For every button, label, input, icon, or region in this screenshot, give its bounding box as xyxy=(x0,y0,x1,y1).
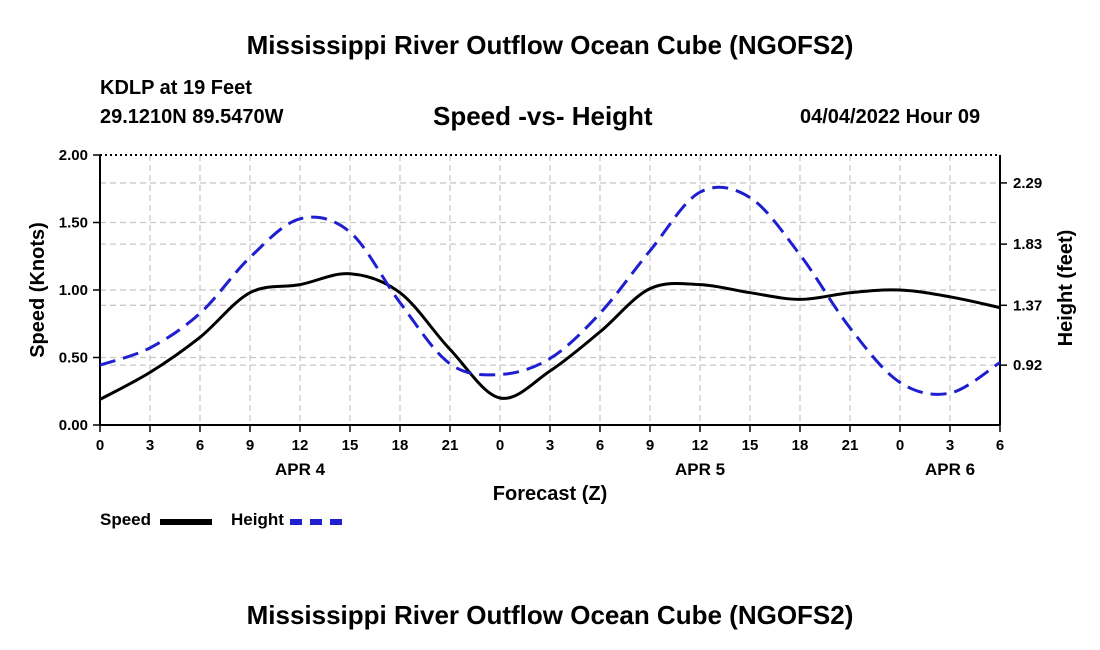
x-tick-label: 0 xyxy=(96,437,104,454)
x-tick-label: 9 xyxy=(646,437,654,454)
footer-title: Mississippi River Outflow Ocean Cube (NG… xyxy=(246,600,854,630)
x-tick-label: 0 xyxy=(896,437,904,454)
legend-height-label: Height xyxy=(231,510,284,529)
legend-speed-swatch xyxy=(160,519,212,525)
x-tick-label: 12 xyxy=(692,437,709,454)
x-tick-label: 18 xyxy=(792,437,809,454)
chart-title: Mississippi River Outflow Ocean Cube (NG… xyxy=(246,30,854,60)
y-tick-label: 1.50 xyxy=(59,215,88,232)
x-tick-label: 9 xyxy=(246,437,254,454)
y-tick-label: 1.00 xyxy=(59,282,88,299)
legend-height-swatch xyxy=(290,519,342,525)
chart-subtitle: Speed -vs- Height xyxy=(433,101,653,131)
height-series-line xyxy=(99,185,1001,396)
x-tick-label: 6 xyxy=(996,437,1004,454)
y-tick-label: 0.50 xyxy=(59,350,88,367)
forecast-datetime: 04/04/2022 Hour 09 xyxy=(800,106,981,128)
y-tick-label: 2.00 xyxy=(59,147,88,164)
x-tick-label: 3 xyxy=(146,437,154,454)
speed-series-line xyxy=(99,272,1001,401)
y-tick-label: 0.00 xyxy=(59,417,88,434)
station-coords: 29.1210N 89.5470W xyxy=(100,106,284,128)
y-axis-title: Speed (Knots) xyxy=(27,222,49,358)
y2-axis-title: Height (feet) xyxy=(1055,230,1077,347)
x-tick-label: 6 xyxy=(196,437,204,454)
x-tick-label: 18 xyxy=(392,437,409,454)
x-tick-label: 3 xyxy=(546,437,554,454)
station-name: KDLP at 19 Feet xyxy=(100,77,252,99)
x-tick-label: 12 xyxy=(292,437,309,454)
y2-tick-label: 1.83 xyxy=(1013,236,1042,253)
x-tick-label: 0 xyxy=(496,437,504,454)
x-tick-label: 6 xyxy=(596,437,604,454)
y2-tick-label: 1.37 xyxy=(1013,297,1042,314)
date-label: APR 4 xyxy=(275,460,326,479)
date-label: APR 5 xyxy=(675,460,725,479)
date-label: APR 6 xyxy=(925,460,975,479)
x-tick-label: 15 xyxy=(342,437,359,454)
y2-tick-label: 0.92 xyxy=(1013,357,1042,374)
legend-speed-label: Speed xyxy=(100,510,152,529)
x-tick-label: 21 xyxy=(442,437,459,454)
y2-tick-label: 2.29 xyxy=(1013,175,1042,192)
x-tick-label: 3 xyxy=(946,437,954,454)
x-tick-label: 21 xyxy=(842,437,859,454)
x-tick-label: 15 xyxy=(742,437,759,454)
x-axis-title: Forecast (Z) xyxy=(493,483,607,505)
